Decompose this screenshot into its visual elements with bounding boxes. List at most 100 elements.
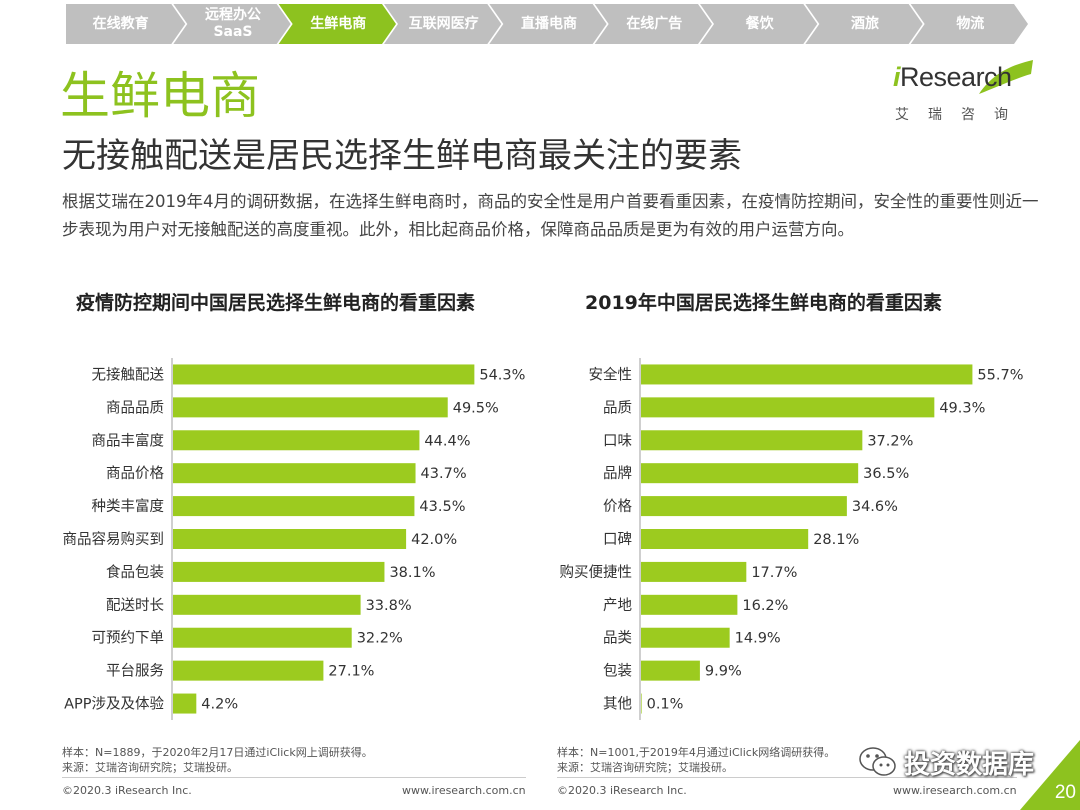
value-label-6: 17.7%	[751, 565, 797, 581]
page-number: 20	[1054, 782, 1076, 803]
nav-tab-6[interactable]: 餐饮	[745, 15, 774, 32]
nav-tab-bg-7	[805, 4, 923, 44]
value-label-1: 49.5%	[453, 400, 499, 416]
value-label-3: 43.7%	[421, 466, 467, 482]
category-label-7: 配送时长	[106, 597, 164, 614]
right-notes: 样本：N=1001,于2019年4月通过iClick网络调研获得。 来源：艾瑞咨…	[557, 745, 835, 775]
logo-subtitle: 艾瑞咨询	[895, 107, 1027, 123]
value-label-1: 49.3%	[939, 400, 985, 416]
value-label-9: 9.9%	[705, 664, 742, 680]
nav-tab-3[interactable]: 互联网医疗	[408, 15, 479, 32]
value-label-7: 16.2%	[742, 598, 788, 614]
footer-url-left[interactable]: www.iresearch.com.cn	[402, 784, 526, 797]
left-source-note: 来源：艾瑞咨询研究院；艾瑞投研。	[62, 761, 238, 774]
footer-divider-right	[557, 777, 1017, 778]
bar-2	[641, 430, 863, 451]
category-label-4: 价格	[603, 498, 632, 515]
category-label-8: 品类	[603, 630, 632, 647]
nav-tab-bg-0	[66, 4, 186, 44]
nav-tab-bg-4	[489, 4, 607, 44]
bar-chart-epidemic: 无接触配送 54.3% 商品品质 49.5% 商品丰富度 44.4% 商品价格 43.7% 种类…	[63, 358, 525, 720]
value-label-7: 33.8%	[366, 598, 412, 614]
chart-title-2019: 2019年中国居民选择生鲜电商的看重因素	[585, 292, 942, 314]
category-label-4: 种类丰富度	[92, 497, 165, 515]
footer-copyright-left: ©2020.3 iResearch Inc.	[62, 784, 192, 797]
value-label-8: 32.2%	[357, 631, 403, 647]
value-label-5: 28.1%	[813, 532, 859, 548]
footer-url-right[interactable]: www.iresearch.com.cn	[893, 784, 1017, 797]
bar-6	[641, 561, 747, 582]
category-label-10: APP涉及及体验	[64, 696, 164, 713]
bar-5	[641, 529, 809, 549]
category-label-6: 购买便捷性	[560, 564, 633, 581]
bar-4	[641, 496, 847, 517]
bar-5	[173, 529, 407, 549]
nav-tab-8[interactable]: 物流	[956, 15, 985, 32]
category-label-0: 安全性	[589, 365, 633, 383]
nav-tab-5[interactable]: 在线广告	[626, 15, 683, 32]
bar-2	[173, 430, 420, 451]
page-corner-triangle	[1020, 740, 1080, 810]
iresearch-logo: iResearch 艾瑞咨询	[893, 60, 1033, 130]
footer-copyright-right: ©2020.3 iResearch Inc.	[557, 784, 687, 797]
category-label-9: 平台服务	[106, 663, 164, 680]
bar-3	[641, 463, 859, 484]
nav-tab-2[interactable]: 生鲜电商	[310, 15, 367, 32]
wechat-icon	[859, 747, 896, 776]
category-label-2: 商品丰富度	[92, 431, 165, 449]
category-label-6: 食品包装	[106, 564, 164, 581]
logo-swoosh-icon	[979, 60, 1033, 94]
watermark-text: 投资数据库	[904, 749, 1035, 780]
nav-tab-bg-8	[910, 4, 1028, 44]
nav-tab-bg-3	[384, 4, 502, 44]
bar-8	[641, 627, 730, 648]
value-label-6: 38.1%	[389, 565, 435, 581]
value-label-9: 27.1%	[328, 664, 374, 680]
section-title: 生鲜电商	[60, 67, 260, 125]
nav-tab-4[interactable]: 直播电商	[520, 15, 577, 32]
page-headline: 无接触配送是居民选择生鲜电商最关注的要素	[62, 136, 742, 176]
category-label-10: 其他	[603, 696, 632, 713]
nav-tab-0[interactable]: 在线教育	[92, 15, 149, 32]
right-source-note: 来源：艾瑞咨询研究院；艾瑞投研。	[557, 761, 733, 774]
category-label-1: 商品品质	[106, 399, 164, 416]
bar-1	[641, 397, 935, 418]
category-label-3: 商品价格	[106, 465, 164, 482]
value-label-3: 36.5%	[863, 466, 909, 482]
bar-1	[173, 397, 448, 418]
value-label-10: 0.1%	[647, 697, 684, 713]
value-label-4: 43.5%	[419, 499, 465, 515]
footer-divider-left	[62, 777, 526, 778]
bar-0	[641, 364, 973, 385]
nav-tab-7[interactable]: 酒旅	[850, 15, 879, 32]
category-label-2: 口味	[603, 432, 632, 449]
category-label-5: 商品容易购买到	[63, 531, 165, 548]
category-label-7: 产地	[603, 597, 632, 614]
bar-7	[173, 594, 361, 615]
bar-4	[173, 496, 415, 517]
bar-9	[173, 660, 324, 681]
nav-tab-1[interactable]: 远程办公 SaaS	[204, 7, 261, 40]
chart-title-epidemic: 疫情防控期间中国居民选择生鲜电商的看重因素	[76, 292, 476, 314]
category-label-0: 无接触配送	[92, 366, 165, 383]
bar-8	[173, 627, 352, 648]
nav-chevrons	[66, 4, 1028, 44]
watermark: 投资数据库	[858, 742, 1034, 782]
right-sample-note: 样本：N=1001,于2019年4月通过iClick网络调研获得。	[557, 746, 836, 759]
bar-10	[173, 693, 197, 714]
category-label-1: 品质	[603, 399, 632, 416]
value-label-5: 42.0%	[411, 532, 457, 548]
value-label-0: 54.3%	[479, 367, 525, 383]
value-label-4: 34.6%	[852, 499, 898, 515]
nav-tab-bg-6	[700, 4, 818, 44]
nav-tab-bg-5	[594, 4, 712, 44]
bar-chart-2019: 安全性 55.7% 品质 49.3% 口味 37.2% 品牌 36.5% 价格 34.6% 口碑 28…	[560, 358, 1023, 720]
nav-tab-bg-1	[173, 4, 291, 44]
category-label-8: 可预约下单	[92, 630, 165, 647]
value-label-0: 55.7%	[977, 367, 1023, 383]
value-label-2: 44.4%	[424, 433, 470, 449]
bar-6	[173, 561, 385, 582]
left-notes: 样本：N=1889，于2020年2月17日通过iClick网上调研获得。 来源：…	[62, 745, 373, 775]
top-nav: 在线教育 远程办公 SaaS 生鲜电商 互联网医疗 直播电商 在线广告 餐饮 酒旅 物流	[66, 4, 1028, 44]
value-label-2: 37.2%	[867, 433, 913, 449]
